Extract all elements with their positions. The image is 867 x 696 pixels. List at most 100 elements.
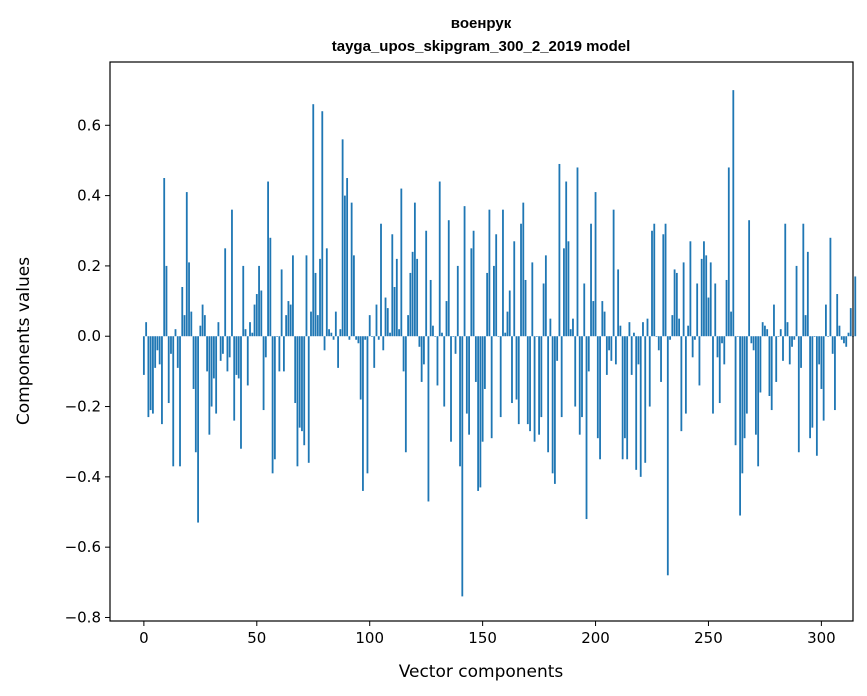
bar-122: [418, 336, 421, 347]
bar-159: [502, 209, 504, 337]
bar-113: [398, 329, 400, 337]
bar-152: [486, 272, 489, 337]
y-tick-label-1: −0.6: [65, 538, 101, 556]
bar-276: [766, 329, 769, 337]
bar-275: [764, 325, 766, 337]
bar-201: [596, 336, 599, 439]
x-tick-label-4: 200: [581, 629, 610, 647]
y-tick-label-7: 0.6: [77, 116, 101, 134]
bar-279: [773, 304, 775, 337]
bar-257: [723, 336, 726, 365]
bar-103: [375, 304, 378, 337]
bar-90: [346, 178, 349, 337]
bar-26: [201, 304, 204, 337]
bar-244: [694, 336, 696, 340]
bar-149: [479, 336, 482, 488]
bar-118: [409, 272, 412, 337]
bar-212: [621, 336, 624, 460]
bar-1: [145, 322, 148, 337]
bar-64: [287, 301, 290, 337]
bar-67: [294, 336, 297, 404]
bar-272: [757, 336, 760, 467]
bar-280: [775, 336, 778, 382]
bar-305: [831, 336, 834, 354]
bar-312: [847, 332, 850, 337]
bar-7: [158, 336, 161, 365]
bar-143: [465, 336, 468, 414]
bar-210: [617, 269, 620, 337]
bar-267: [745, 336, 748, 414]
bar-277: [768, 336, 771, 396]
bar-125: [425, 230, 428, 337]
bar-174: [535, 336, 538, 337]
bar-77: [316, 315, 319, 337]
bar-138: [454, 336, 457, 354]
bar-185: [560, 336, 563, 418]
bar-108: [386, 308, 389, 337]
bar-141: [461, 336, 464, 597]
bar-115: [402, 336, 405, 372]
bar-112: [395, 258, 398, 337]
bar-164: [513, 241, 516, 337]
bar-298: [815, 336, 818, 456]
bar-229: [660, 336, 662, 382]
bar-18: [183, 315, 186, 337]
bar-209: [614, 336, 617, 365]
bar-315: [854, 276, 857, 337]
bar-283: [782, 336, 784, 361]
bar-136: [450, 336, 452, 442]
bar-250: [707, 297, 710, 337]
bar-199: [592, 301, 595, 337]
x-tick-label-5: 250: [694, 629, 723, 647]
bar-130: [436, 336, 439, 386]
bar-84: [332, 336, 335, 340]
bar-60: [278, 336, 281, 372]
x-tick-label-2: 100: [355, 629, 384, 647]
bar-190: [572, 318, 574, 337]
bar-45: [244, 329, 247, 337]
bar-182: [553, 336, 556, 484]
bar-234: [671, 315, 674, 337]
bar-284: [784, 223, 787, 337]
bar-297: [813, 336, 816, 337]
bar-16: [179, 336, 181, 467]
bar-300: [820, 336, 823, 389]
bar-211: [619, 325, 622, 337]
bar-189: [569, 329, 572, 337]
bar-95: [357, 336, 360, 344]
bar-93: [353, 255, 355, 337]
bar-128: [432, 325, 434, 337]
bar-245: [696, 283, 699, 337]
bar-243: [691, 336, 694, 358]
bar-282: [779, 329, 782, 337]
bar-260: [730, 311, 732, 337]
bar-295: [809, 336, 811, 439]
bar-102: [373, 336, 376, 368]
bar-65: [289, 304, 292, 337]
bar-309: [840, 336, 843, 340]
bar-62: [282, 336, 285, 372]
y-tick-label-3: −0.2: [65, 398, 101, 416]
bar-81: [325, 248, 328, 337]
bar-247: [700, 258, 703, 337]
bar-147: [474, 336, 477, 382]
bar-286: [788, 336, 791, 365]
bar-79: [321, 111, 324, 337]
bar-50: [255, 294, 258, 337]
bar-255: [718, 336, 721, 404]
bar-249: [705, 255, 708, 337]
bar-94: [355, 336, 358, 340]
bar-225: [651, 230, 653, 337]
x-tick-label-3: 150: [468, 629, 497, 647]
bar-38: [228, 336, 231, 358]
bar-100: [368, 315, 371, 337]
bar-89: [343, 195, 346, 337]
bar-11: [167, 336, 170, 404]
bar-30: [210, 336, 213, 407]
bar-310: [843, 336, 845, 344]
bar-171: [529, 336, 531, 432]
bar-85: [334, 311, 337, 337]
bar-36: [224, 248, 227, 337]
bar-273: [759, 336, 762, 393]
bar-53: [262, 336, 265, 411]
